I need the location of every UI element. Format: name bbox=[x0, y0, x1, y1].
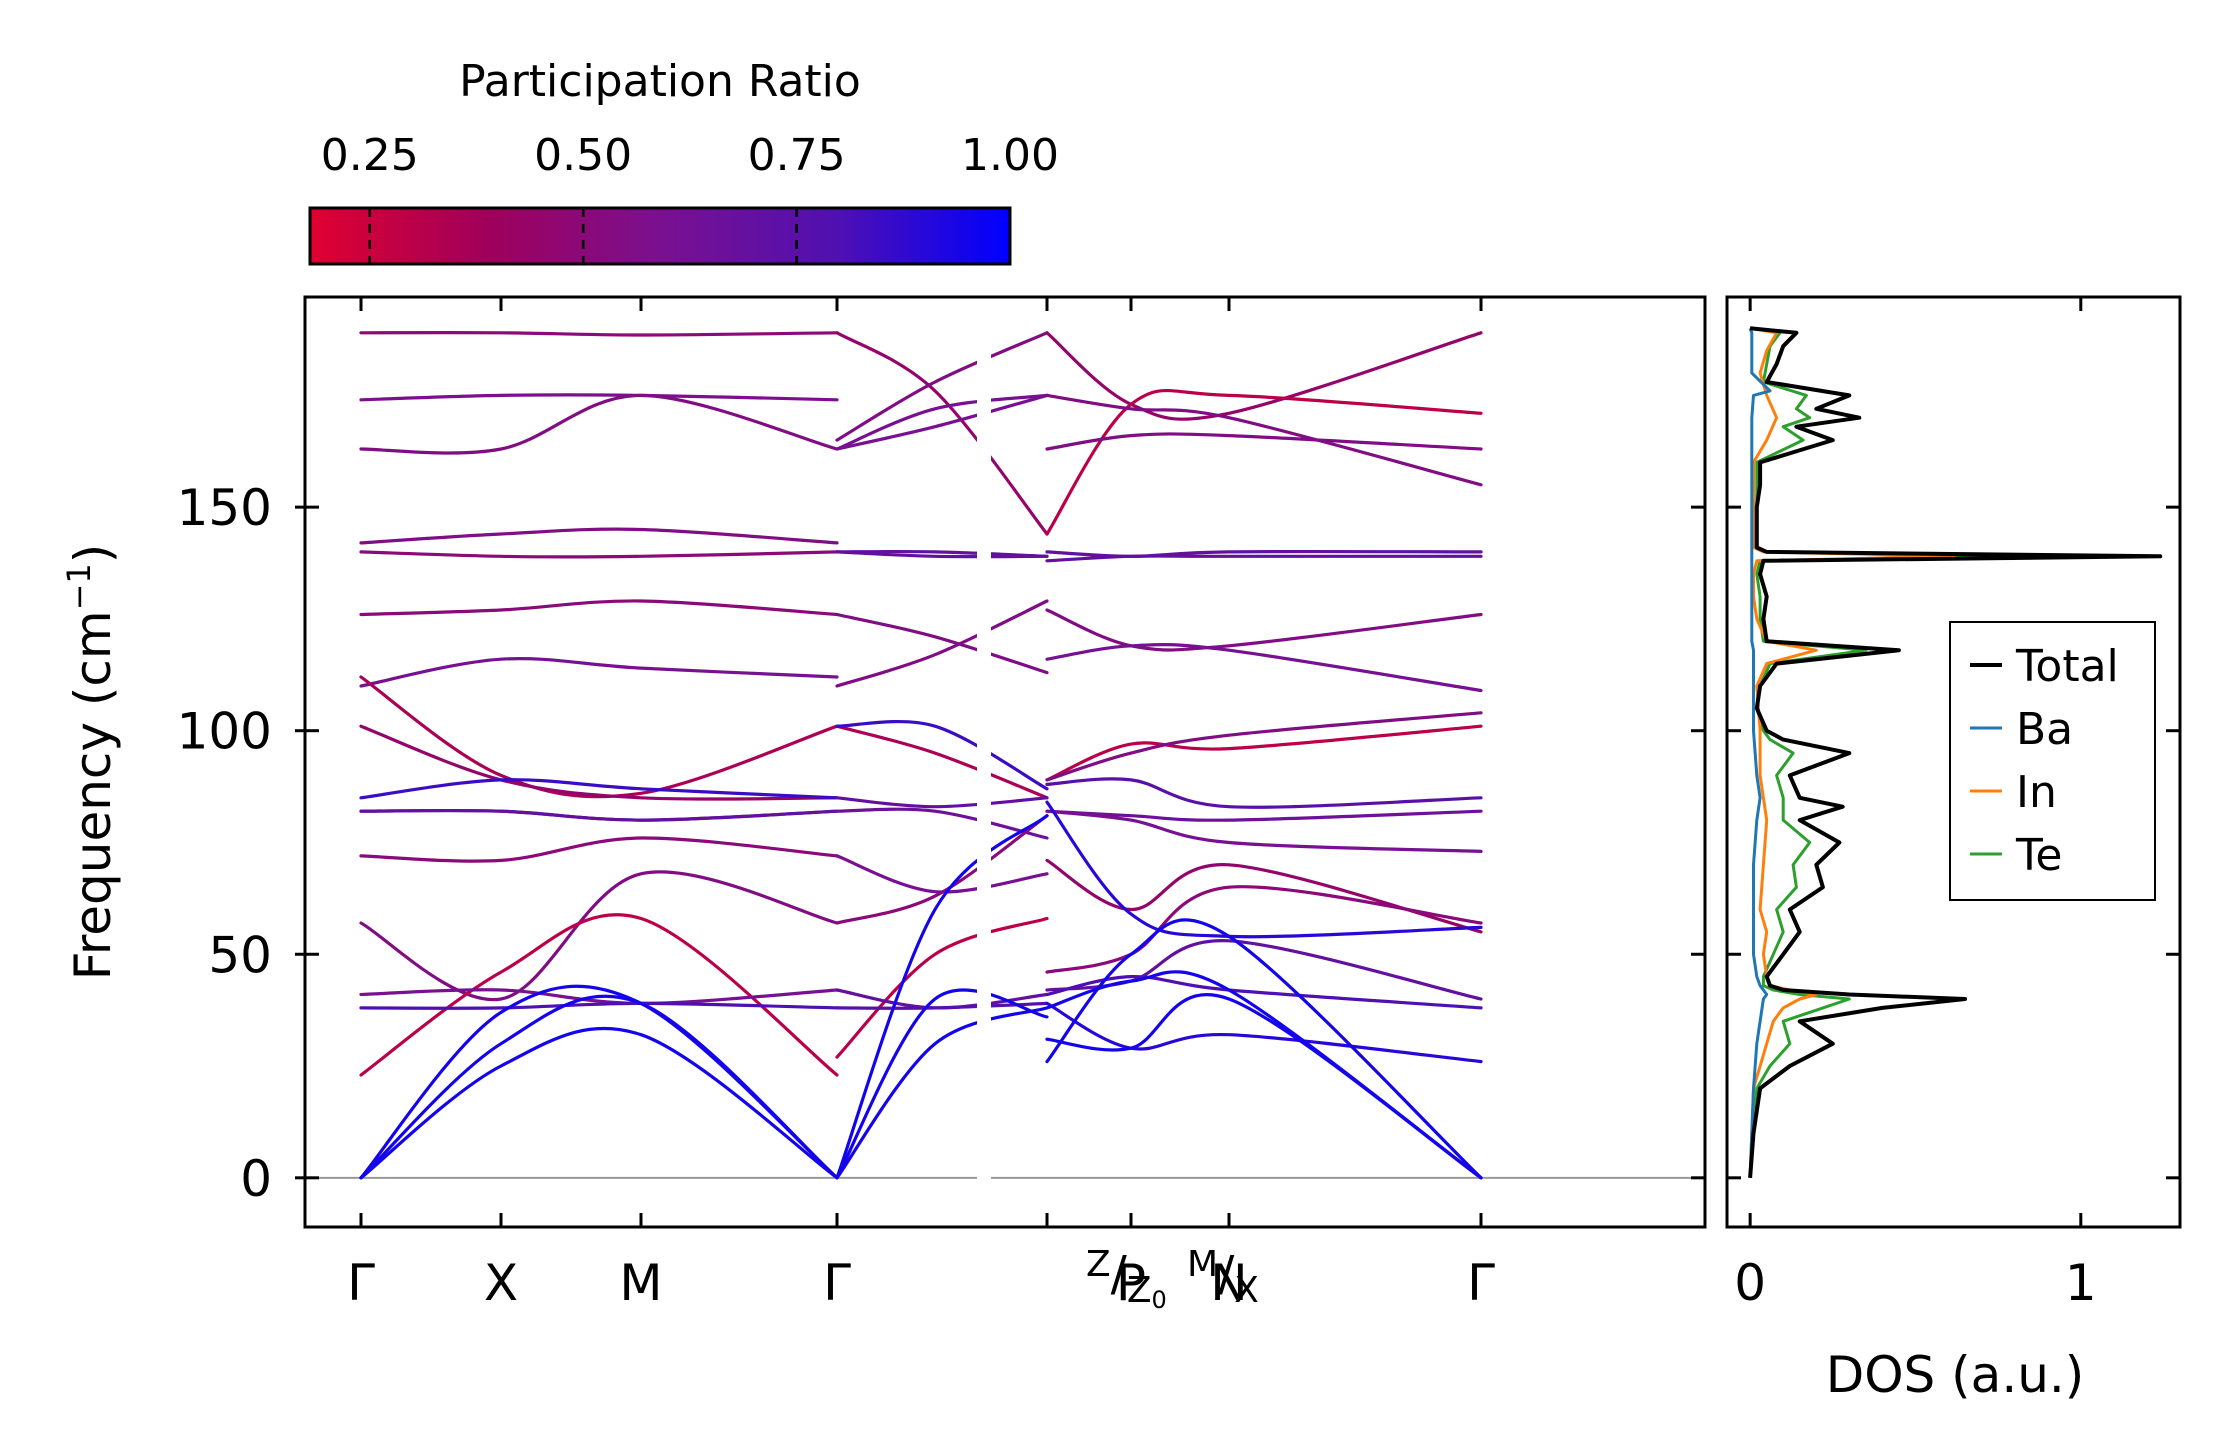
phonon-band-38 bbox=[835, 814, 1049, 1180]
phonon-band-12 bbox=[359, 808, 839, 822]
phonon-band-35 bbox=[835, 916, 1049, 1059]
phonon-band-9 bbox=[359, 724, 839, 801]
phonon-bands bbox=[359, 331, 1483, 1180]
phonon-band-30 bbox=[835, 720, 1049, 791]
phonon-band-2 bbox=[359, 393, 839, 402]
phonon-band-61 bbox=[1045, 992, 1483, 1180]
legend-label-total: Total bbox=[2015, 641, 2119, 692]
x-tick-label-2: X bbox=[484, 1254, 518, 1312]
phonon-band-28 bbox=[835, 599, 1049, 688]
phonon-band-20 bbox=[359, 1026, 839, 1180]
dos-frame bbox=[1725, 295, 2182, 1229]
dos-panel: 0 1 DOS (a.u.) Total Ba In Te bbox=[1725, 295, 2182, 1404]
phonon-band-26 bbox=[835, 550, 1049, 559]
phonon-band-50 bbox=[1045, 711, 1483, 782]
dispersion-panel: Γ X M Γ Z/Z0 M/X P N Γ 0 50 100 150 Frequency (cm−1… bbox=[60, 295, 1707, 1314]
phonon-band-4 bbox=[359, 527, 839, 545]
phonon-band-3 bbox=[359, 393, 839, 455]
dos-series-total bbox=[1748, 326, 2163, 1178]
phonon-band-45 bbox=[1045, 549, 1483, 558]
phonon-band-39 bbox=[835, 988, 1049, 1180]
phonon-band-7 bbox=[359, 657, 839, 688]
x-tick-label-4: Γ bbox=[823, 1254, 851, 1312]
legend: Total Ba In Te bbox=[1949, 621, 2156, 901]
phonon-band-22 bbox=[835, 331, 1049, 442]
dos-x-tick-label-0: 0 bbox=[1734, 1254, 1766, 1312]
colorbar-tick-label-4: 1.00 bbox=[961, 130, 1059, 181]
phonon-band-33 bbox=[835, 854, 1049, 894]
colorbar: Participation Ratio 0.25 0.50 0.75 1.00 bbox=[308, 56, 1059, 266]
legend-label-ba: Ba bbox=[2016, 704, 2073, 755]
phonon-band-31 bbox=[835, 796, 1049, 809]
x-tick-label-8: N bbox=[1210, 1254, 1247, 1312]
phonon-band-17 bbox=[359, 1001, 839, 1010]
phonon-band-1 bbox=[359, 331, 839, 337]
phonon-band-62 bbox=[1045, 970, 1483, 1180]
colorbar-tick-label-2: 0.50 bbox=[534, 130, 632, 181]
colorbar-tick-label-3: 0.75 bbox=[748, 130, 846, 181]
x-tick-label-7: P bbox=[1116, 1254, 1146, 1312]
phonon-band-47 bbox=[1045, 608, 1483, 652]
phonon-band-18 bbox=[359, 984, 839, 1180]
y-tick-label-150: 150 bbox=[177, 479, 272, 537]
segment-gap bbox=[977, 299, 991, 1225]
y-tick-label-0: 0 bbox=[240, 1150, 272, 1208]
x-tick-label-m-over-x: M/X bbox=[1187, 1244, 1259, 1311]
phonon-band-58 bbox=[1045, 974, 1483, 1010]
phonon-band-13 bbox=[359, 836, 839, 863]
phonon-band-10 bbox=[359, 778, 839, 800]
x-tick-label-1: Γ bbox=[347, 1254, 375, 1312]
phonon-band-53 bbox=[1045, 809, 1483, 853]
legend-label-te: Te bbox=[2015, 830, 2062, 881]
phonon-band-44 bbox=[1045, 393, 1483, 487]
phonon-band-21 bbox=[835, 331, 1049, 536]
phonon-band-34 bbox=[835, 814, 1049, 925]
segment-gap-mask bbox=[977, 299, 991, 1225]
x-tick-label-z-over-z0: Z/Z0 bbox=[1086, 1244, 1167, 1314]
x-tick-label-9: Γ bbox=[1467, 1254, 1495, 1312]
colorbar-title: Participation Ratio bbox=[459, 56, 861, 107]
phonon-band-59 bbox=[1045, 1001, 1483, 1064]
phonon-band-23 bbox=[835, 393, 1049, 451]
phonon-band-41 bbox=[1045, 331, 1483, 421]
phonon-band-37 bbox=[835, 1001, 1049, 1010]
phonon-band-55 bbox=[1045, 885, 1483, 974]
dos-curves bbox=[1748, 326, 2163, 1178]
phonon-band-43 bbox=[1045, 432, 1483, 451]
dos-series-ba bbox=[1748, 327, 1772, 1178]
colorbar-tick-label-1: 0.25 bbox=[321, 130, 419, 181]
dos-x-tick-label-1: 1 bbox=[2065, 1254, 2097, 1312]
y-axis-label: Frequency (cm−1) bbox=[60, 544, 122, 981]
legend-label-in: In bbox=[2016, 767, 2057, 818]
phonon-band-19 bbox=[359, 994, 839, 1180]
dos-x-axis-label: DOS (a.u.) bbox=[1826, 1346, 2085, 1404]
phonon-band-24 bbox=[835, 393, 1049, 451]
phonon-band-27 bbox=[835, 612, 1049, 675]
phonon-band-51 bbox=[1045, 777, 1483, 809]
phonon-band-14 bbox=[359, 870, 839, 1002]
phonon-band-8 bbox=[359, 675, 839, 799]
y-tick-label-100: 100 bbox=[177, 703, 272, 761]
phonon-band-29 bbox=[835, 724, 1049, 800]
phonon-band-56 bbox=[1045, 800, 1483, 939]
phonon-band-5 bbox=[359, 550, 839, 559]
x-tick-label-3: M bbox=[619, 1254, 662, 1312]
dispersion-frame bbox=[303, 295, 1707, 1229]
phonon-band-49 bbox=[1045, 724, 1483, 782]
phonon-band-6 bbox=[359, 599, 839, 617]
colorbar-gradient bbox=[308, 206, 1012, 266]
phonon-band-40 bbox=[835, 1006, 1049, 1180]
phonon-band-42 bbox=[1045, 388, 1483, 536]
phonon-band-48 bbox=[1045, 642, 1483, 693]
phonon-band-60 bbox=[1045, 918, 1483, 1180]
y-tick-label-50: 50 bbox=[208, 926, 272, 984]
phonon-band-46 bbox=[1045, 554, 1483, 563]
